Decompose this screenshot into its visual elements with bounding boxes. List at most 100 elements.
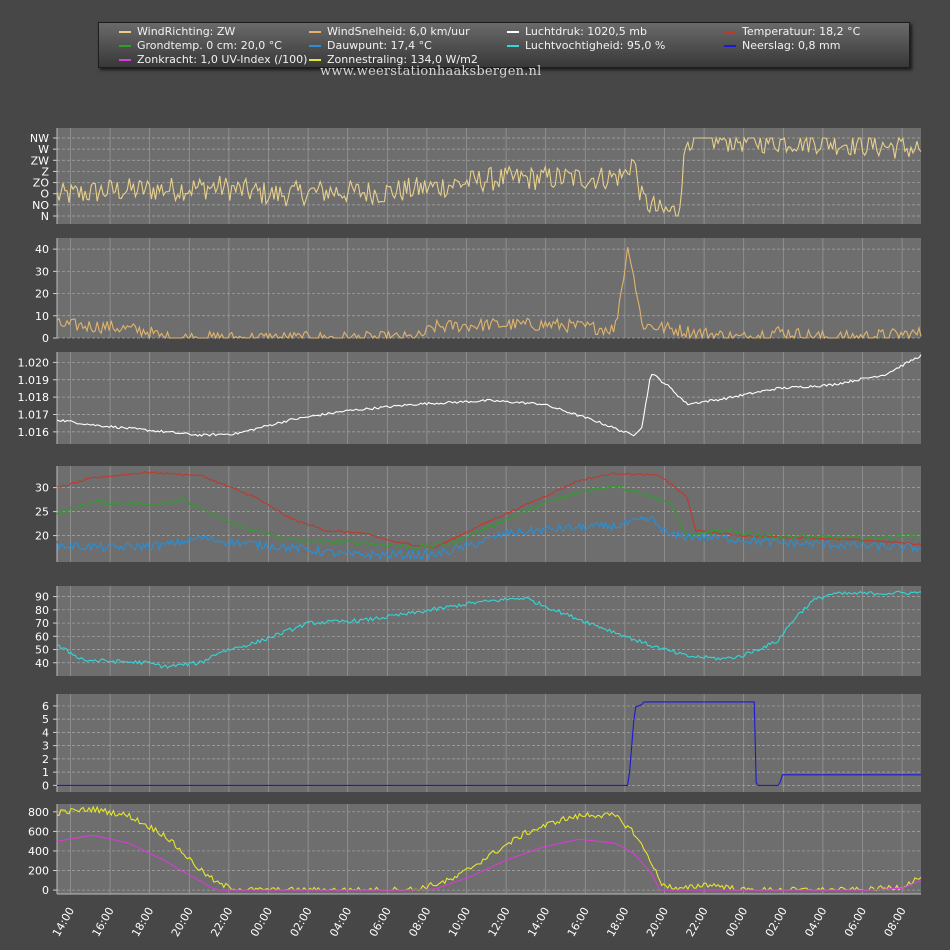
y-tick-label: 40 [35, 243, 49, 256]
y-tick-label: 50 [35, 644, 49, 657]
y-tick-label: 1.020 [18, 356, 50, 369]
x-tick-label: 08:00 [882, 905, 909, 939]
x-tick-label: 00:00 [248, 905, 275, 939]
x-tick-label: 14:00 [525, 905, 552, 939]
panel-background [57, 128, 921, 224]
y-tick-label: 3 [42, 740, 49, 753]
legend-label: Luchtdruk: 1020,5 mb [525, 25, 647, 38]
y-tick-label: 20 [35, 530, 49, 543]
y-tick-label: 1.019 [18, 374, 50, 387]
panel-background [57, 352, 921, 444]
y-tick-label: 30 [35, 482, 49, 495]
legend-swatch [119, 31, 131, 33]
x-tick-label: 04:00 [802, 905, 829, 939]
y-tick-label: Z [41, 165, 49, 178]
y-tick-label: 6 [42, 700, 49, 713]
x-tick-label: 16:00 [90, 905, 117, 939]
watermark: www.weerstationhaaksbergen.nl [320, 64, 542, 79]
y-tick-label: 0 [42, 884, 49, 897]
y-tick-label: 4 [42, 726, 49, 739]
series-line [56, 590, 922, 669]
series-line [56, 470, 922, 549]
legend-swatch [119, 45, 131, 47]
y-tick-label: 90 [35, 591, 49, 604]
legend-swatch [309, 59, 321, 61]
series-line [56, 354, 922, 437]
y-tick-label: 40 [35, 657, 49, 670]
y-tick-label: 1.016 [18, 426, 50, 439]
y-tick-label: 1.018 [18, 391, 50, 404]
y-tick-label: ZO [33, 177, 50, 190]
y-tick-label: 25 [35, 506, 49, 519]
x-tick-label: 20:00 [169, 905, 196, 939]
x-tick-label: 16:00 [565, 905, 592, 939]
series-line [56, 136, 922, 217]
y-tick-label: 2 [42, 753, 49, 766]
legend: WindRichting: ZW WindSnelheid: 6,0 km/uur… [98, 22, 910, 68]
panel-background [57, 238, 921, 338]
x-tick-label: 22:00 [208, 905, 235, 939]
panel-background [57, 804, 921, 894]
legend-label: Grondtemp. 0 cm: 20,0 °C [137, 39, 282, 52]
y-tick-label: NO [32, 199, 49, 212]
legend-label: Neerslag: 0,8 mm [742, 39, 841, 52]
x-tick-label: 00:00 [723, 905, 750, 939]
panel-background [57, 466, 921, 562]
x-tick-label: 08:00 [406, 905, 433, 939]
x-tick-label: 02:00 [763, 905, 790, 939]
x-tick-label: 10:00 [446, 905, 473, 939]
legend-swatch [309, 45, 321, 47]
x-tick-label: 22:00 [684, 905, 711, 939]
y-tick-label: 20 [35, 288, 49, 301]
y-tick-label: 5 [42, 713, 49, 726]
y-tick-label: 400 [28, 845, 49, 858]
y-tick-label: 600 [28, 825, 49, 838]
y-tick-label: 30 [35, 265, 49, 278]
y-tick-label: 1 [42, 766, 49, 779]
legend-label: Dauwpunt: 17,4 °C [327, 39, 432, 52]
x-tick-label: 06:00 [367, 905, 394, 939]
y-tick-label: 800 [28, 806, 49, 819]
y-tick-label: 1.017 [18, 408, 50, 421]
legend-swatch [507, 45, 519, 47]
panel-background [57, 694, 921, 792]
y-tick-label: NW [30, 132, 49, 145]
x-tick-label: 12:00 [486, 905, 513, 939]
x-tick-label: 02:00 [288, 905, 315, 939]
y-tick-label: 0 [42, 332, 49, 345]
y-tick-label: 60 [35, 630, 49, 643]
y-tick-label: O [40, 188, 49, 201]
legend-swatch [724, 45, 736, 47]
y-tick-label: N [41, 210, 49, 223]
x-tick-label: 14:00 [50, 905, 77, 939]
series-line [56, 483, 922, 550]
x-tick-label: 18:00 [129, 905, 156, 939]
x-tick-label: 20:00 [644, 905, 671, 939]
y-tick-label: 70 [35, 617, 49, 630]
y-tick-label: W [38, 143, 49, 156]
y-tick-label: 200 [28, 865, 49, 878]
series-line [57, 701, 921, 786]
series-line [56, 515, 922, 562]
legend-swatch [507, 31, 519, 33]
legend-swatch [119, 59, 131, 61]
legend-label: WindSnelheid: 6,0 km/uur [327, 25, 470, 38]
legend-label: Zonnestraling: 134,0 W/m2 [327, 53, 478, 66]
legend-label: Luchtvochtigheid: 95,0 % [525, 39, 666, 52]
series-line [56, 247, 922, 341]
y-tick-label: ZW [31, 154, 50, 167]
y-tick-label: 0 [42, 779, 49, 792]
legend-label: Temperatuur: 18,2 °C [742, 25, 861, 38]
x-tick-label: 18:00 [604, 905, 631, 939]
x-tick-label: 06:00 [842, 905, 869, 939]
y-tick-label: 10 [35, 310, 49, 323]
legend-label: WindRichting: ZW [137, 25, 236, 38]
series-line [56, 834, 922, 891]
legend-swatch [724, 31, 736, 33]
x-tick-label: 04:00 [327, 905, 354, 939]
y-tick-label: 80 [35, 604, 49, 617]
legend-label: Zonkracht: 1,0 UV-Index (/100) [137, 53, 308, 66]
legend-swatch [309, 31, 321, 33]
